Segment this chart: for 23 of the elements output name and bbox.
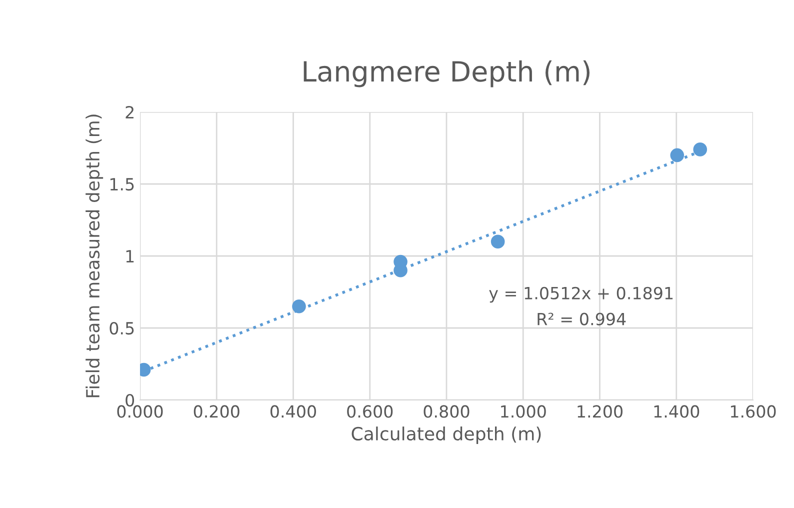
x-tick-label: 0.800 bbox=[424, 405, 470, 418]
x-tick-label: 1.600 bbox=[730, 405, 776, 418]
y-tick-label: 0.5 bbox=[110, 322, 134, 335]
x-tick-label: 1.200 bbox=[578, 405, 622, 418]
point bbox=[490, 234, 505, 249]
y-tick-label: 2 bbox=[126, 106, 134, 118]
y-tick-label: 1 bbox=[126, 250, 134, 262]
y-axis-title: Field team measured depth (m) bbox=[86, 114, 104, 398]
point bbox=[292, 299, 306, 314]
x-tick-label: 0.000 bbox=[117, 405, 163, 418]
x-tick-label: 0.600 bbox=[347, 405, 393, 418]
y-tick-label: 1.5 bbox=[110, 178, 134, 191]
point bbox=[693, 142, 708, 156]
annotation: R² = 0.994 bbox=[538, 312, 626, 326]
x-tick-label: 0.400 bbox=[270, 405, 316, 418]
point bbox=[670, 148, 684, 162]
x-tick-label: 0.200 bbox=[194, 405, 240, 418]
y-tick-label: 0 bbox=[126, 394, 134, 407]
x-axis-title: Calculated depth (m) bbox=[352, 426, 541, 444]
annotation: y = 1.0512x + 0.1891 bbox=[489, 286, 673, 303]
x-tick-label: 1.400 bbox=[654, 405, 700, 418]
x-tick-label: 1.000 bbox=[501, 405, 546, 418]
chart-title: Langmere Depth (m) bbox=[304, 60, 590, 88]
